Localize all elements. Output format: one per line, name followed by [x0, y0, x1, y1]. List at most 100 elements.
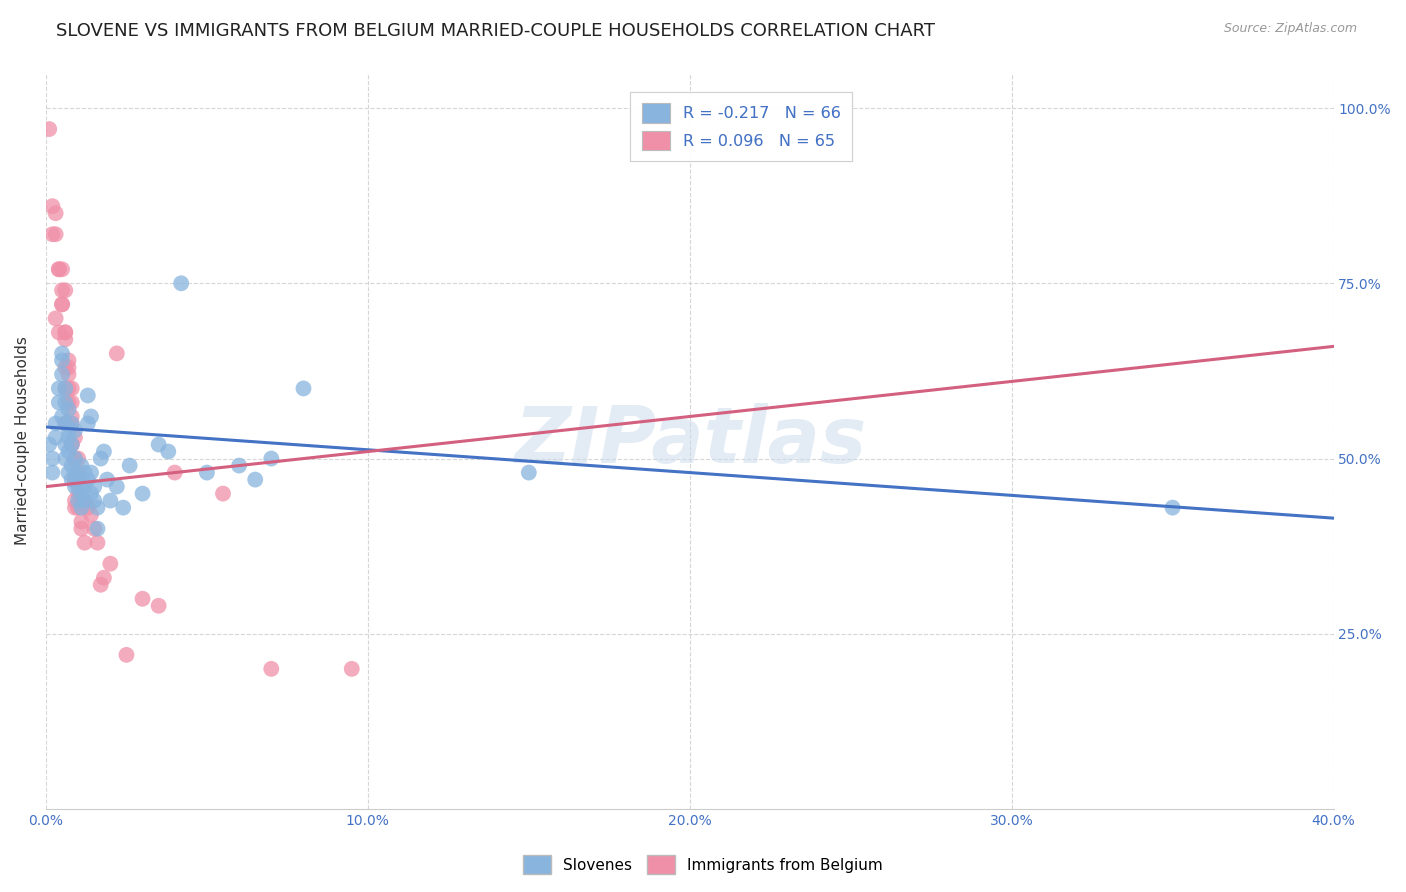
Point [76, 417, 98, 431]
Point [340, 662, 363, 676]
Point [86, 522, 108, 536]
Point [63, 473, 86, 487]
Point [60, 458, 83, 473]
Point [48, 326, 70, 340]
Point [163, 466, 186, 480]
Point [53, 437, 76, 451]
Point [105, 346, 128, 360]
Point [228, 458, 250, 473]
Point [67, 451, 90, 466]
Point [60, 381, 83, 395]
Legend: R = -0.217   N = 66, R = 0.096   N = 65: R = -0.217 N = 66, R = 0.096 N = 65 [630, 92, 852, 161]
Point [48, 381, 70, 395]
Point [83, 493, 105, 508]
Point [115, 648, 138, 662]
Point [67, 480, 90, 494]
Point [58, 417, 80, 431]
Point [53, 381, 76, 395]
Point [73, 535, 96, 549]
Point [148, 599, 170, 613]
Point [98, 493, 121, 508]
Point [53, 381, 76, 395]
Point [90, 451, 112, 466]
Point [105, 480, 128, 494]
Point [70, 493, 93, 508]
Point [45, 227, 67, 242]
Point [157, 444, 180, 458]
Point [67, 473, 90, 487]
Point [38, 122, 60, 136]
Point [73, 466, 96, 480]
Point [76, 500, 98, 515]
Point [58, 466, 80, 480]
Text: Source: ZipAtlas.com: Source: ZipAtlas.com [1223, 22, 1357, 36]
Point [41, 466, 63, 480]
Point [93, 571, 115, 585]
Point [63, 493, 86, 508]
Point [41, 451, 63, 466]
Point [53, 332, 76, 346]
Point [53, 283, 76, 297]
Point [45, 206, 67, 220]
Point [53, 326, 76, 340]
Text: SLOVENE VS IMMIGRANTS FROM BELGIUM MARRIED-COUPLE HOUSEHOLDS CORRELATION CHART: SLOVENE VS IMMIGRANTS FROM BELGIUM MARRI… [56, 22, 935, 40]
Point [86, 500, 108, 515]
Point [98, 557, 121, 571]
Point [53, 395, 76, 409]
Point [60, 437, 83, 451]
Point [51, 297, 73, 311]
Point [58, 353, 80, 368]
Point [60, 437, 83, 451]
Point [83, 522, 105, 536]
Point [67, 500, 90, 515]
Point [292, 381, 315, 395]
Point [45, 430, 67, 444]
Point [48, 262, 70, 277]
Point [73, 493, 96, 508]
Point [41, 199, 63, 213]
Point [67, 473, 90, 487]
Point [38, 437, 60, 451]
Point [51, 262, 73, 277]
Point [1161, 500, 1184, 515]
Point [70, 522, 93, 536]
Point [45, 417, 67, 431]
Point [76, 388, 98, 402]
Point [517, 466, 540, 480]
Point [67, 486, 90, 500]
Point [63, 424, 86, 438]
Point [67, 466, 90, 480]
Point [58, 424, 80, 438]
Point [131, 486, 153, 500]
Point [63, 466, 86, 480]
Point [58, 444, 80, 458]
Point [63, 451, 86, 466]
Point [58, 368, 80, 382]
Point [60, 437, 83, 451]
Point [51, 283, 73, 297]
Point [58, 430, 80, 444]
Point [51, 297, 73, 311]
Point [118, 458, 141, 473]
Point [63, 430, 86, 444]
Point [70, 515, 93, 529]
Point [245, 473, 267, 487]
Point [73, 493, 96, 508]
Point [60, 395, 83, 409]
Point [53, 417, 76, 431]
Point [76, 473, 98, 487]
Point [170, 277, 193, 291]
Point [80, 508, 103, 522]
Point [63, 500, 86, 515]
Point [195, 466, 218, 480]
Point [212, 486, 235, 500]
Point [58, 360, 80, 375]
Point [63, 473, 86, 487]
Point [60, 417, 83, 431]
Point [80, 466, 103, 480]
Point [260, 662, 283, 676]
Point [45, 311, 67, 326]
Point [53, 360, 76, 375]
Point [70, 486, 93, 500]
Point [90, 578, 112, 592]
